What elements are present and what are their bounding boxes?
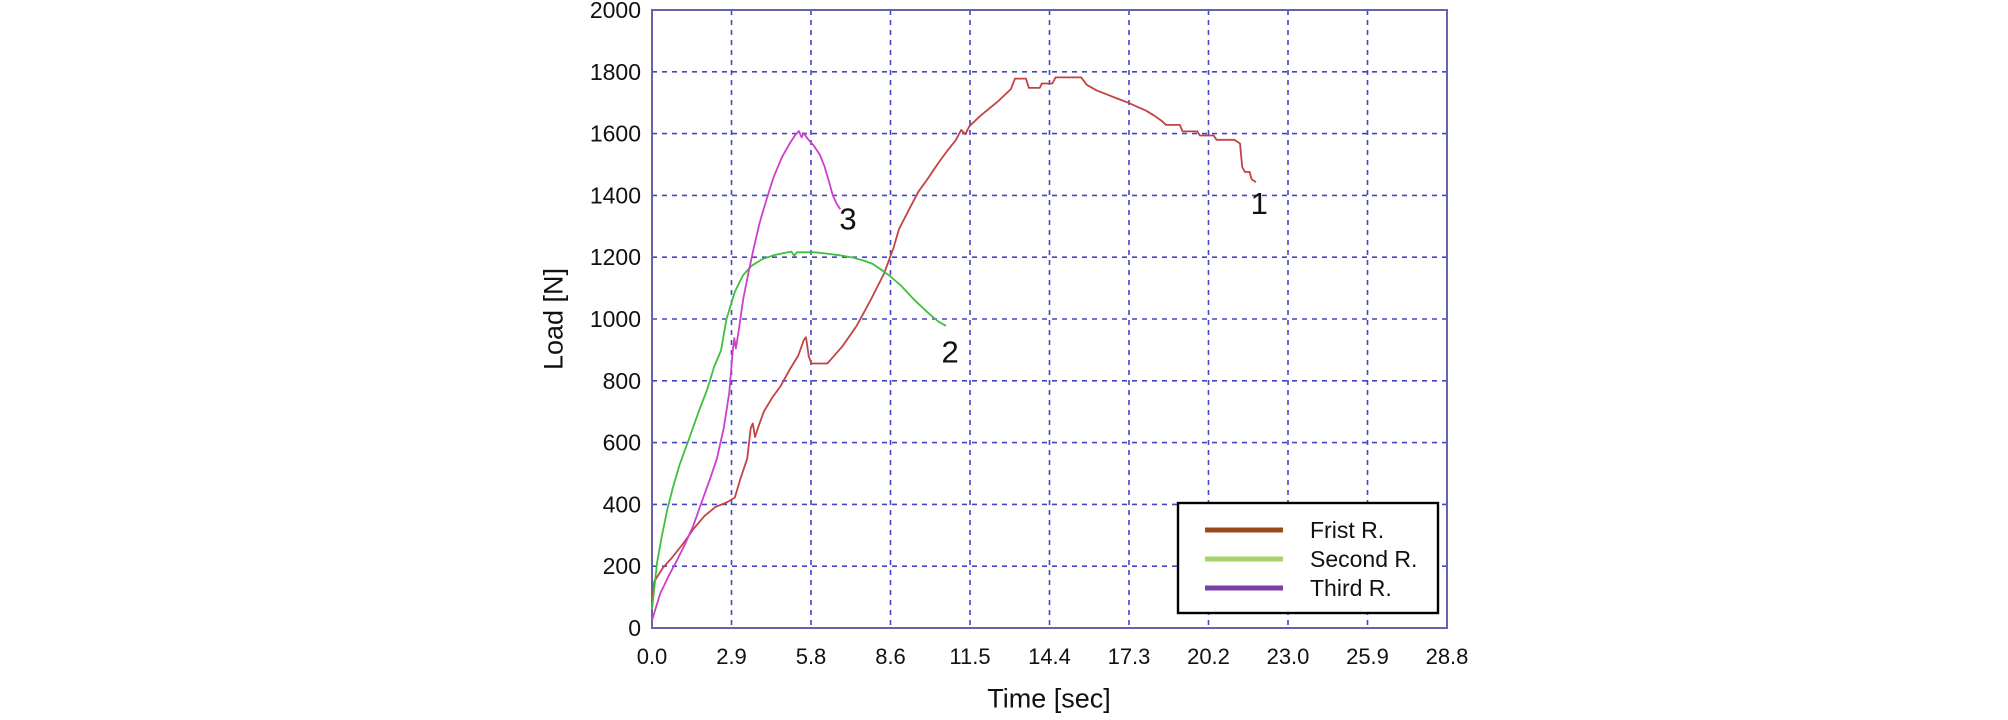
series-line-frist-r [651, 76, 1257, 602]
legend-label: Third R. [1310, 575, 1392, 601]
y-tick-label: 1600 [590, 121, 641, 147]
curve-annotation-2: 2 [942, 334, 959, 369]
y-tick-label: 400 [603, 491, 641, 517]
x-axis-title: Time [sec] [987, 683, 1111, 714]
y-tick-label: 1000 [590, 306, 641, 332]
x-tick-label: 17.3 [1108, 644, 1151, 669]
curve-annotation-3: 3 [839, 201, 856, 236]
x-tick-label: 8.6 [875, 644, 906, 669]
y-tick-label: 0 [628, 615, 641, 641]
series-line-third-r [651, 130, 842, 621]
y-tick-label: 1800 [590, 59, 641, 85]
y-tick-label: 200 [603, 553, 641, 579]
x-tick-label: 2.9 [716, 644, 747, 669]
y-axis-title: Load [N] [538, 267, 569, 371]
y-tick-label: 1200 [590, 244, 641, 270]
x-tick-label: 20.2 [1187, 644, 1230, 669]
y-tick-label: 800 [603, 368, 641, 394]
x-tick-label: 5.8 [796, 644, 827, 669]
curve-annotation-1: 1 [1251, 186, 1268, 221]
legend: Frist R. Second R. Third R. [1176, 501, 1440, 615]
legend-label: Second R. [1310, 546, 1417, 572]
series-line-second-r [651, 250, 947, 610]
x-tick-label: 0.0 [637, 644, 668, 669]
legend-label: Frist R. [1310, 517, 1384, 543]
plot-border [651, 9, 1448, 629]
y-tick-label: 600 [603, 430, 641, 456]
x-tick-label: 23.0 [1267, 644, 1310, 669]
x-tick-label: 28.8 [1426, 644, 1469, 669]
x-tick-label: 11.5 [949, 644, 990, 669]
y-tick-label: 1400 [590, 182, 641, 208]
x-tick-label: 14.4 [1028, 644, 1071, 669]
y-tick-label: 2000 [590, 0, 641, 23]
x-tick-label: 25.9 [1346, 644, 1389, 669]
